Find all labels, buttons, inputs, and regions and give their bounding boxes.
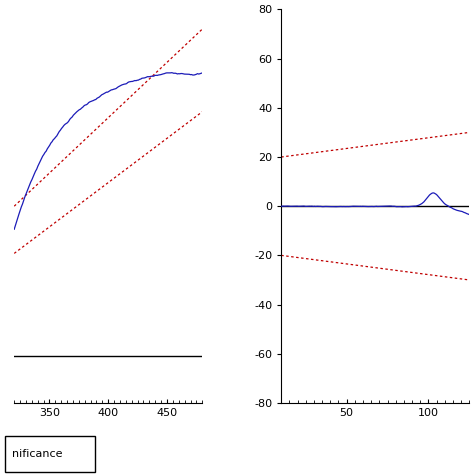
Text: nificance: nificance xyxy=(12,449,63,459)
